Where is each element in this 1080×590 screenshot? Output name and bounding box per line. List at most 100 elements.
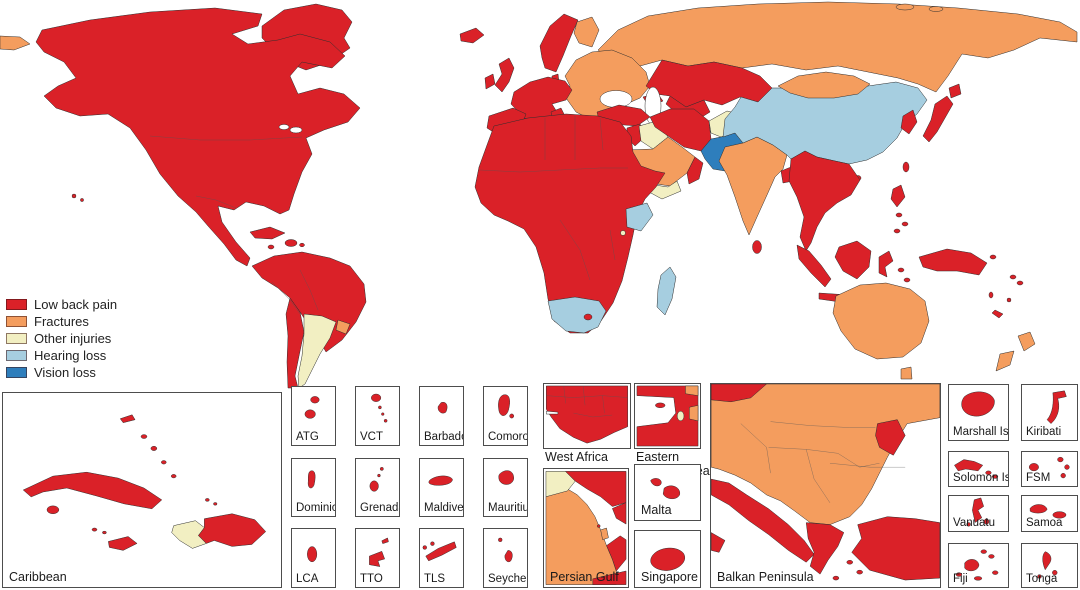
- inset-label-dominica: Dominica: [296, 502, 335, 514]
- inset-label-west-africa: West Africa: [545, 450, 608, 464]
- inset-maldives: Maldives: [419, 458, 464, 517]
- island: [425, 541, 457, 562]
- bk-border-6: [740, 423, 771, 474]
- islet: [991, 474, 999, 479]
- inset-label-barbados: Barbados: [424, 431, 463, 443]
- region-korea: [900, 109, 918, 135]
- wa-border-4: [602, 395, 605, 414]
- border-brazil: [299, 269, 319, 311]
- inset-label-fiji: Fiji: [953, 573, 968, 585]
- islet: [992, 570, 999, 575]
- legend: Low back pain Fractures Other injuries H…: [6, 296, 117, 381]
- legend-item-fractures: Fractures: [6, 313, 117, 329]
- island: [961, 391, 995, 417]
- island: [1029, 504, 1048, 514]
- turks-2: [213, 502, 218, 506]
- inset-kiribati: Kiribati: [1021, 384, 1078, 441]
- island-trinidad: [369, 551, 385, 567]
- region-sri-lanka: [752, 240, 762, 254]
- turks-1: [205, 498, 210, 502]
- inset-label-seychelles: Seychelles: [488, 573, 527, 585]
- islet: [1052, 570, 1058, 576]
- legend-swatch-fractures: [6, 315, 27, 327]
- region-new-caledonia: [991, 309, 1004, 319]
- inset-samoa: Samoa: [1021, 495, 1078, 532]
- pg-uae-oman: [606, 535, 627, 572]
- bk-border-1: [770, 421, 876, 428]
- islet: [955, 572, 963, 577]
- em-israel-yellow: [676, 410, 685, 422]
- region-oman: [686, 156, 704, 185]
- balkan-italy: [711, 478, 815, 563]
- islet: [498, 537, 503, 542]
- islet: [980, 549, 987, 554]
- inset-label-fsm: FSM: [1026, 472, 1051, 484]
- region-mongolia: [777, 71, 871, 99]
- malta-map: [650, 478, 681, 500]
- region-norway-sweden: [539, 13, 579, 73]
- caribbean-map: [22, 414, 266, 551]
- inset-label-vanuatu: Vanuatu: [953, 517, 995, 529]
- hawaii-1: [71, 193, 77, 199]
- region-argentina: [297, 313, 337, 389]
- island: [304, 409, 316, 419]
- inset-comoros: Comoros: [483, 386, 528, 446]
- border-us-mexico: [195, 195, 237, 209]
- region-vanuatu-dot: [988, 291, 994, 299]
- balkan-map: [711, 384, 940, 581]
- region-hokkaido: [948, 83, 962, 99]
- islet: [381, 412, 385, 416]
- barbados-map: [437, 402, 448, 414]
- islet: [509, 413, 515, 419]
- inset-label-maldives: Maldives: [424, 502, 464, 514]
- seychelles-map: [498, 537, 513, 563]
- region-india: [718, 136, 788, 236]
- bk-border-3: [837, 453, 880, 468]
- inset-atg: ATG: [291, 386, 336, 446]
- islet: [973, 576, 983, 581]
- atg-map: [304, 396, 320, 419]
- tto-map: [369, 537, 389, 567]
- islet: [383, 419, 388, 423]
- region-taiwan: [902, 161, 910, 173]
- islet: [983, 518, 990, 525]
- islet: [430, 541, 435, 546]
- region-indochina: [788, 150, 861, 252]
- cayman-1: [91, 527, 98, 532]
- inset-singapore: Singapore: [634, 530, 701, 588]
- inset-eastern-mediterranean: [634, 383, 701, 449]
- west-africa-map: [546, 385, 628, 444]
- inset-label-persian-gulf: Persian Gulf: [550, 570, 619, 584]
- greek-island-1: [846, 560, 853, 565]
- inset-label-vct: VCT: [360, 431, 383, 443]
- islet: [1064, 464, 1070, 470]
- island: [310, 396, 320, 404]
- island: [437, 402, 448, 414]
- balkan-italy-south: [711, 532, 726, 553]
- cayman-2: [102, 530, 107, 535]
- inset-caribbean: Caribbean: [2, 392, 282, 588]
- border-africa-4: [559, 219, 591, 281]
- inset-label-marshall: Marshall Isl: [953, 426, 1009, 438]
- balkan-moldova: [875, 419, 906, 456]
- inset-label-grenada: Grenada: [360, 502, 399, 514]
- island-singapore: [650, 547, 685, 571]
- legend-label: Hearing loss: [34, 347, 107, 363]
- region-philippines-1: [895, 212, 903, 218]
- legend-label: Fractures: [34, 313, 89, 329]
- samoa-map: [1029, 504, 1067, 519]
- region-uk: [494, 57, 515, 93]
- pg-qatar: [600, 527, 609, 540]
- inset-solomon: Solomon Isl: [948, 451, 1009, 487]
- vct-map: [371, 393, 388, 423]
- inset-label-comoros: Comoros: [488, 431, 527, 443]
- gambia-notch: [546, 410, 559, 415]
- inset-label-samoa: Samoa: [1026, 517, 1063, 529]
- inset-fsm: FSM: [1021, 451, 1078, 487]
- islet: [1057, 456, 1064, 463]
- region-arctic-island-2: [928, 6, 944, 12]
- island: [498, 470, 514, 485]
- region-philippines-2: [901, 221, 909, 227]
- region-jamaica: [267, 244, 275, 250]
- legend-swatch-hearing-loss: [6, 349, 27, 361]
